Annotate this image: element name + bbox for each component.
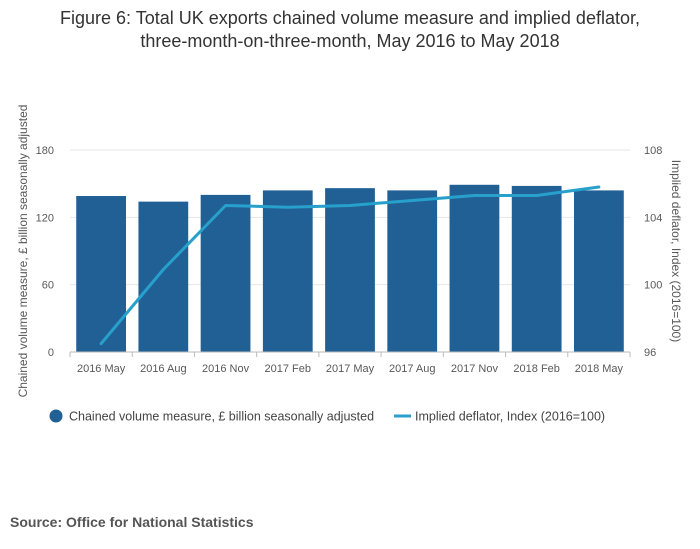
x-tick-label-1: 2016 Aug <box>140 363 187 375</box>
y-axis-left-ticks: 0 60 120 180 <box>36 145 54 359</box>
source-note: Source: Office for National Statistics <box>10 514 254 530</box>
chart-title-line-2: three-month-on-three-month, May 2016 to … <box>140 31 559 51</box>
y-axis-right-title: Implied deflator, Index (2016=100) <box>669 160 683 342</box>
bar-2 <box>200 194 251 352</box>
y-left-tick-label-3: 180 <box>36 145 54 157</box>
x-tick-label-6: 2017 Nov <box>451 363 499 375</box>
bar-1 <box>138 201 189 352</box>
bar-4 <box>325 188 375 352</box>
legend-bar-swatch <box>49 409 63 423</box>
x-tick-label-2: 2016 Nov <box>202 363 250 375</box>
y-left-tick-label-0: 0 <box>48 347 54 359</box>
x-tick-label-5: 2017 Aug <box>389 363 436 375</box>
y-left-tick-label-1: 60 <box>42 280 54 292</box>
bar-6 <box>449 184 500 352</box>
x-tick-label-7: 2018 Feb <box>513 363 559 375</box>
legend-bar-label: Chained volume measure, £ billion season… <box>69 410 374 424</box>
line-series <box>99 185 601 346</box>
x-axis-ticks: 2016 May 2016 Aug 2016 Nov 2017 Feb 2017 May… <box>69 352 631 375</box>
y-axis-left-title: Chained volume measure, £ billion season… <box>16 105 30 398</box>
y-right-tick-label-1: 100 <box>644 280 662 292</box>
x-tick-label-3: 2017 Feb <box>265 363 311 375</box>
bar-5 <box>387 190 438 352</box>
x-tick-label-4: 2017 May <box>326 363 375 375</box>
x-tick-label-8: 2018 May <box>575 363 624 375</box>
bar-3 <box>262 190 313 352</box>
y-left-tick-label-2: 120 <box>36 212 54 224</box>
y-right-tick-label-3: 108 <box>644 145 662 157</box>
legend: Chained volume measure, £ billion season… <box>49 409 605 424</box>
chart-title-line-1: Figure 6: Total UK exports chained volum… <box>60 8 640 28</box>
bar-8 <box>574 190 624 352</box>
y-right-tick-label-0: 96 <box>644 347 656 359</box>
deflator-line <box>99 185 601 346</box>
y-right-tick-label-2: 104 <box>644 212 662 224</box>
bar-series <box>76 184 624 352</box>
y-axis-right-ticks: 96 100 104 108 <box>644 145 662 359</box>
x-tick-label-0: 2016 May <box>77 363 126 375</box>
bar-0 <box>76 196 126 352</box>
legend-line-label: Implied deflator, Index (2016=100) <box>415 410 605 424</box>
bar-7 <box>511 185 562 352</box>
